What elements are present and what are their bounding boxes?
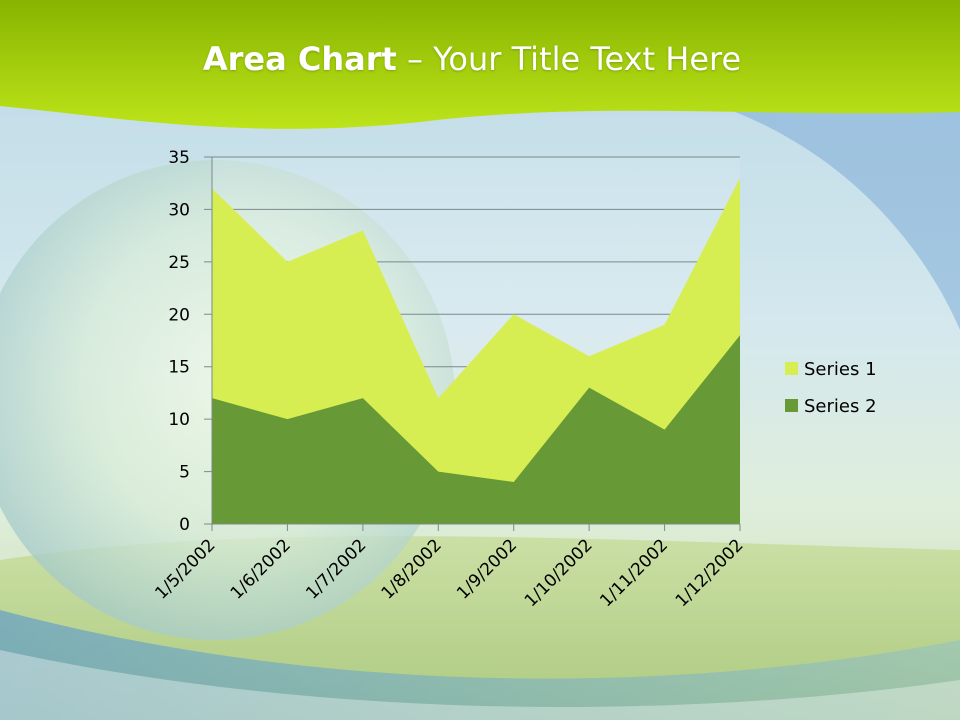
slide-title: Area Chart – Your Title Text Here <box>0 40 944 78</box>
y-tick-label: 35 <box>168 148 190 168</box>
legend-swatch-series-1 <box>785 362 798 375</box>
legend-label-series-1: Series 1 <box>804 359 877 380</box>
x-tick-label: 1/6/2002 <box>227 535 295 603</box>
legend-label-series-2: Series 2 <box>804 396 877 417</box>
y-tick-label: 25 <box>168 253 190 273</box>
y-tick-label: 20 <box>168 305 190 325</box>
x-tick-label: 1/9/2002 <box>453 535 521 603</box>
x-tick-label: 1/7/2002 <box>302 535 370 603</box>
y-tick-label: 30 <box>168 200 190 220</box>
x-tick-label: 1/5/2002 <box>151 535 219 603</box>
y-tick-label: 15 <box>168 358 190 378</box>
x-tick-label: 1/10/2002 <box>521 535 597 611</box>
x-tick-label: 1/8/2002 <box>378 535 446 603</box>
legend-swatch-series-2 <box>785 399 798 412</box>
x-tick-label: 1/12/2002 <box>672 535 748 611</box>
x-tick-label: 1/11/2002 <box>596 535 672 611</box>
y-tick-label: 10 <box>168 410 190 430</box>
y-tick-label: 5 <box>179 463 190 483</box>
area-series-2 <box>212 335 740 524</box>
y-tick-label: 0 <box>179 515 190 535</box>
title-bold: Area Chart <box>202 40 397 78</box>
title-rest: – Your Title Text Here <box>396 40 742 78</box>
